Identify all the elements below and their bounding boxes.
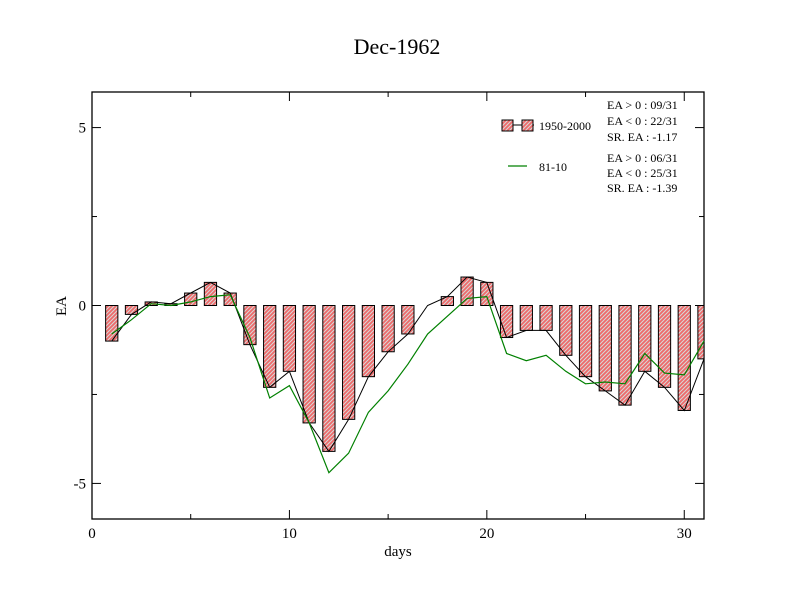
bar	[263, 305, 277, 388]
bar	[539, 305, 553, 331]
bar	[697, 305, 705, 360]
bar	[282, 305, 297, 372]
y-tick-label: 5	[79, 121, 87, 137]
bar	[657, 305, 672, 388]
bar	[519, 305, 533, 331]
bar	[559, 305, 573, 356]
bar	[499, 305, 514, 339]
bar	[440, 296, 454, 306]
legend-swatch-1950-2000-b	[521, 119, 534, 132]
bar	[381, 305, 395, 353]
bar	[302, 305, 316, 424]
bar	[342, 305, 356, 420]
bar	[677, 305, 691, 411]
bar	[638, 305, 652, 372]
bar	[361, 305, 376, 378]
legend: 1950-2000 EA > 0 : 09/31 EA < 0 : 22/31 …	[501, 98, 678, 195]
x-axis: 0 10 20 30	[88, 92, 692, 542]
bar-series-1950-2000	[105, 276, 705, 452]
bar	[578, 305, 593, 378]
bar	[124, 305, 139, 315]
legend-stat-3: SR. EA : -1.17	[607, 130, 677, 144]
x-tick-label: 30	[677, 526, 692, 542]
legend-stat-1: EA > 0 : 09/31	[607, 98, 678, 112]
y-tick-label: -5	[74, 476, 87, 492]
legend-label-1950-2000: 1950-2000	[539, 119, 591, 133]
bar-series-outline-line	[111, 276, 705, 453]
legend-stat-6: SR. EA : -1.39	[607, 181, 677, 195]
x-tick-label: 10	[282, 526, 297, 542]
legend-stat-5: EA < 0 : 25/31	[607, 166, 678, 180]
legend-stat-2: EA < 0 : 22/31	[607, 114, 678, 128]
y-axis-label: EA	[54, 296, 70, 316]
bar	[618, 305, 632, 406]
bar	[598, 305, 612, 392]
x-tick-label: 20	[479, 526, 494, 542]
bar	[203, 281, 218, 306]
y-tick-label: 0	[79, 299, 87, 315]
legend-swatch-1950-2000	[501, 119, 514, 132]
legend-label-81-10: 81-10	[539, 160, 567, 174]
chart-title: Dec-1962	[354, 34, 441, 59]
x-tick-label: 0	[88, 526, 96, 542]
y-axis: -5 0 5	[74, 121, 704, 492]
bar	[322, 305, 336, 452]
line-series-81-10	[111, 294, 705, 474]
bar	[401, 305, 415, 335]
legend-stat-4: EA > 0 : 06/31	[607, 151, 678, 165]
x-axis-label: days	[384, 544, 412, 560]
